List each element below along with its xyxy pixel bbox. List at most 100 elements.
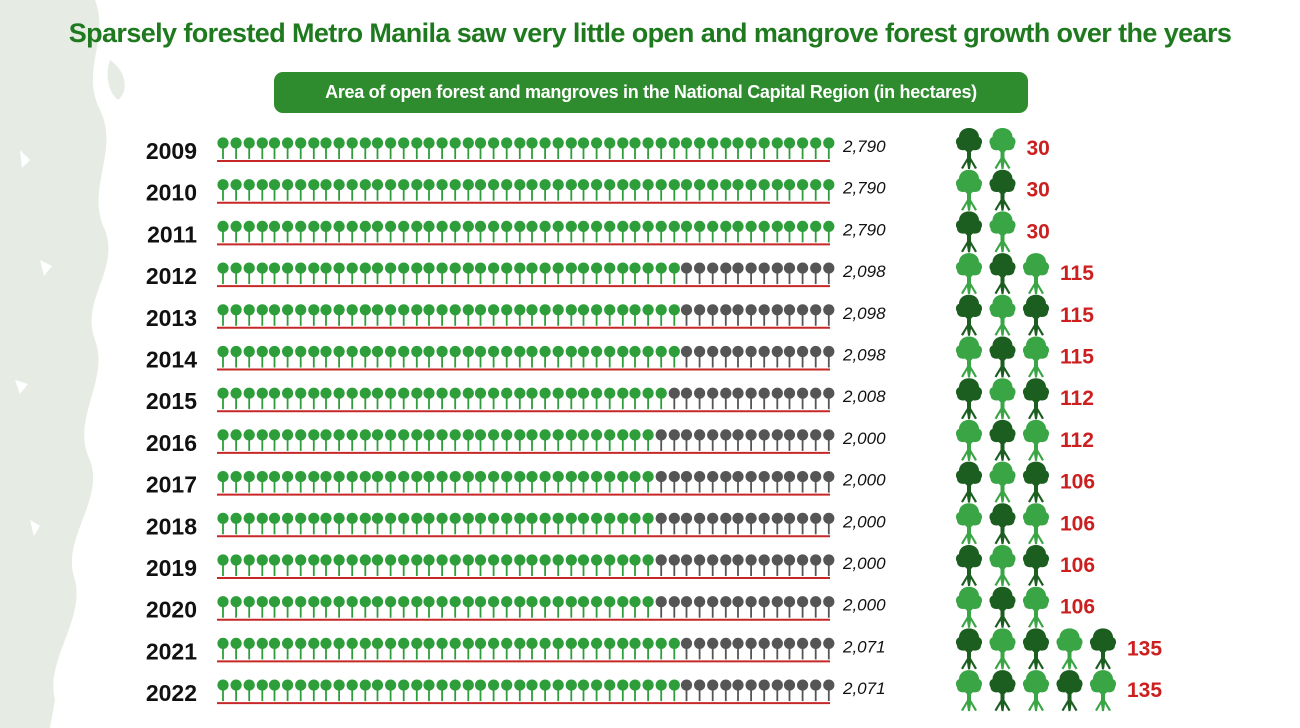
- forest-tree-icon: [371, 512, 384, 535]
- mangrove-tree-icon: [955, 670, 983, 712]
- forest-tree-icon: [617, 387, 629, 410]
- forest-tree-icon: [230, 512, 242, 535]
- forest-tree-icon: [411, 512, 423, 535]
- forest-tree-icon: [565, 596, 577, 618]
- mangrove-tree-icon: [1022, 628, 1050, 670]
- forest-tree-icon: [333, 429, 345, 451]
- mangrove-tree-icon: [989, 211, 1016, 253]
- forest-tree-icon: [295, 429, 307, 451]
- forest-tree-icon: [462, 137, 474, 159]
- forest-tree-icon: [514, 679, 526, 702]
- forest-tree-icon: [256, 179, 268, 201]
- forest-tree-icon: [320, 554, 332, 576]
- forest-tree-icon: [217, 596, 229, 618]
- empty-tree-icon: [771, 512, 783, 535]
- empty-tree-icon: [732, 262, 744, 285]
- empty-tree-icon: [745, 554, 757, 576]
- forest-tree-icon: [539, 512, 551, 535]
- forest-tree-icon: [617, 429, 629, 451]
- forest-tree-icon: [642, 345, 654, 368]
- forest-tree-icon: [604, 137, 616, 159]
- forest-tree-icon: [371, 345, 384, 368]
- empty-tree-icon: [797, 679, 809, 702]
- row-2014: 2014 2,098 115: [146, 336, 1094, 378]
- forest-tree-icon: [256, 554, 268, 576]
- forest-tree-icon: [488, 429, 500, 451]
- forest-tree-icon: [462, 262, 474, 285]
- forest-tree-icon: [488, 262, 500, 285]
- forest-tree-icon: [371, 637, 384, 660]
- forest-tree-icon: [539, 429, 551, 451]
- empty-tree-icon: [680, 471, 693, 493]
- forest-tree-icon: [436, 679, 448, 702]
- empty-tree-icon: [783, 596, 796, 618]
- forest-tree-icon: [268, 304, 281, 326]
- forest-tree-icon: [282, 137, 294, 159]
- mangrove-tree-icon: [989, 503, 1016, 545]
- forest-tree-icon: [462, 304, 474, 326]
- mangrove-tree-icon: [1056, 628, 1083, 670]
- forest-tree-icon: [604, 262, 616, 285]
- forest-tree-icon: [462, 345, 474, 368]
- mangrove-tree-icon: [989, 169, 1016, 211]
- forest-tree-icon: [604, 554, 616, 576]
- forest-tree-icon: [411, 345, 423, 368]
- forest-tree-icon: [268, 137, 281, 159]
- forest-tree-icon: [617, 596, 629, 618]
- empty-tree-icon: [707, 345, 719, 368]
- forest-tree-icon: [423, 554, 435, 576]
- forest-tree-icon: [577, 512, 590, 535]
- forest-tree-icon: [423, 637, 435, 660]
- empty-tree-icon: [823, 429, 835, 451]
- open-forest-value: 2,071: [842, 679, 886, 698]
- forest-tree-icon: [423, 304, 435, 326]
- mangrove-tree-icon: [955, 586, 983, 628]
- empty-tree-icon: [758, 345, 770, 368]
- mangrove-value: 135: [1127, 637, 1162, 660]
- forest-tree-icon: [333, 345, 345, 368]
- forest-tree-icon: [488, 554, 500, 576]
- forest-tree-icon: [268, 596, 281, 618]
- forest-tree-icon: [230, 387, 242, 410]
- forest-tree-icon: [629, 304, 641, 326]
- empty-tree-icon: [783, 637, 796, 660]
- empty-tree-icon: [694, 596, 706, 618]
- forest-tree-icon: [398, 554, 410, 576]
- forest-tree-icon: [359, 596, 371, 618]
- empty-tree-icon: [732, 554, 744, 576]
- forest-tree-icon: [268, 637, 281, 660]
- empty-tree-icon: [720, 262, 732, 285]
- forest-tree-icon: [282, 304, 294, 326]
- forest-tree-icon: [526, 679, 538, 702]
- forest-tree-icon: [268, 471, 281, 493]
- forest-tree-icon: [591, 345, 603, 368]
- forest-tree-icon: [474, 429, 487, 451]
- forest-tree-icon: [488, 387, 500, 410]
- year-label: 2016: [146, 430, 197, 456]
- open-forest-value: 2,071: [842, 637, 886, 656]
- forest-tree-icon: [617, 471, 629, 493]
- empty-tree-icon: [655, 512, 667, 535]
- forest-tree-icon: [333, 596, 345, 618]
- empty-tree-icon: [823, 345, 835, 368]
- forest-tree-icon: [385, 554, 397, 576]
- mangrove-tree-icon: [989, 378, 1016, 420]
- forest-tree-icon: [217, 179, 229, 201]
- forest-tree-icon: [526, 471, 538, 493]
- empty-tree-icon: [783, 679, 796, 702]
- forest-tree-icon: [577, 471, 590, 493]
- empty-tree-icon: [783, 554, 796, 576]
- forest-tree-icon: [552, 304, 564, 326]
- year-label: 2018: [146, 513, 197, 539]
- forest-tree-icon: [359, 262, 371, 285]
- empty-tree-icon: [797, 345, 809, 368]
- forest-tree-icon: [268, 679, 281, 702]
- forest-tree-icon: [333, 220, 345, 243]
- empty-tree-icon: [694, 304, 706, 326]
- empty-tree-icon: [810, 345, 822, 368]
- empty-tree-icon: [732, 429, 744, 451]
- forest-tree-icon: [308, 637, 320, 660]
- forest-tree-icon: [501, 554, 513, 576]
- empty-tree-icon: [823, 679, 835, 702]
